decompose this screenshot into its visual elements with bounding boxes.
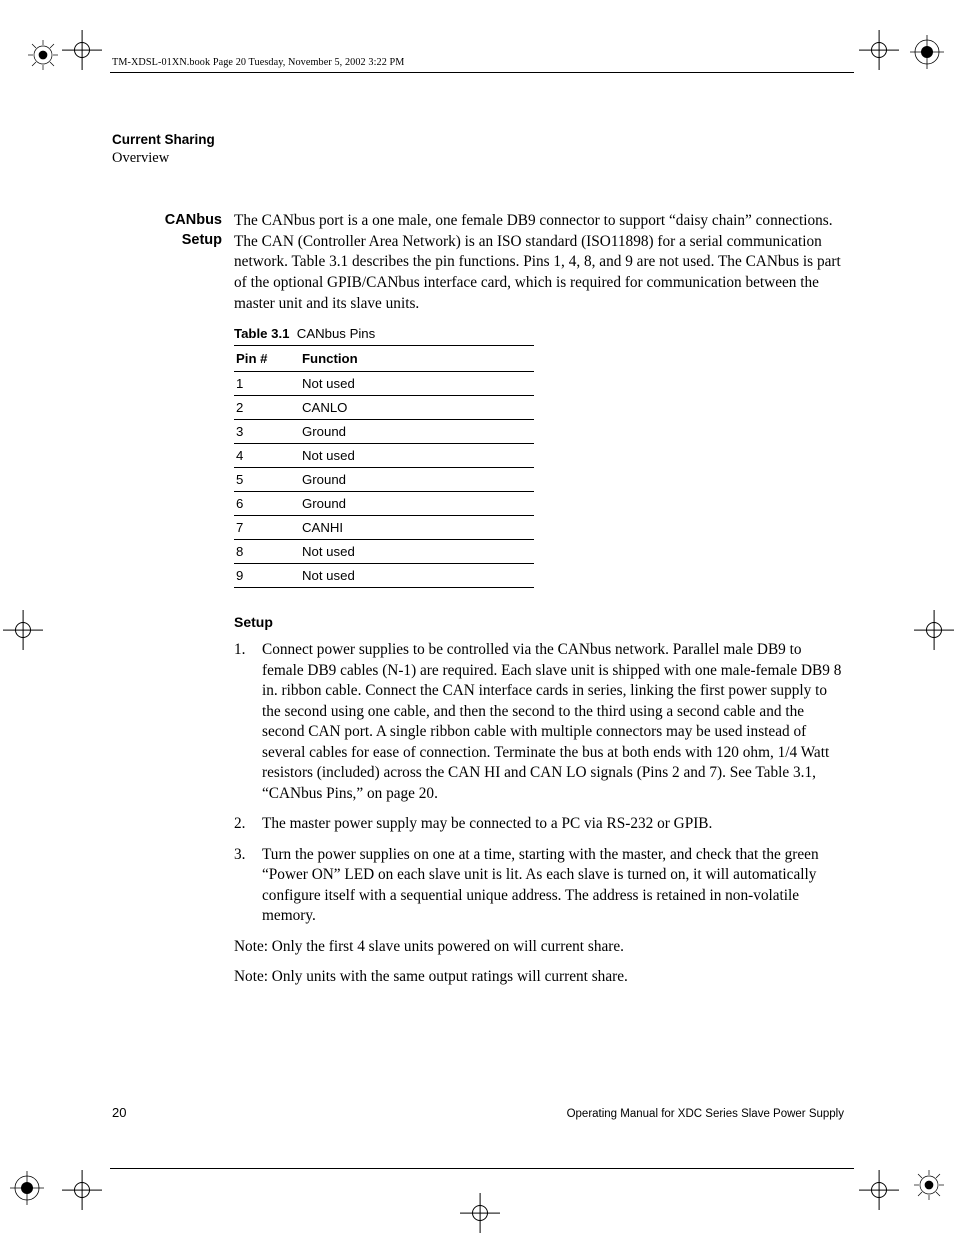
table-cell: 8 bbox=[234, 540, 300, 564]
table-cell: 9 bbox=[234, 564, 300, 588]
table-cell: 1 bbox=[234, 372, 300, 396]
table-cell: 5 bbox=[234, 468, 300, 492]
intro-paragraph: The CANbus port is a one male, one femal… bbox=[234, 211, 844, 314]
table-cell: Not used bbox=[300, 564, 534, 588]
table-cell: CANHI bbox=[300, 516, 534, 540]
list-item: The master power supply may be connected… bbox=[234, 814, 844, 834]
table-cell: Ground bbox=[300, 420, 534, 444]
table-cell: CANLO bbox=[300, 396, 534, 420]
footer-title: Operating Manual for XDC Series Slave Po… bbox=[567, 1108, 844, 1120]
running-head-title: Current Sharing bbox=[112, 132, 844, 147]
table-caption-text: CANbus Pins bbox=[297, 326, 375, 341]
registration-sun-icon bbox=[912, 1168, 946, 1202]
table-cell: 3 bbox=[234, 420, 300, 444]
list-item: Turn the power supplies on one at a time… bbox=[234, 845, 844, 927]
canbus-pins-table: Pin # Function 1Not used 2CANLO 3Ground … bbox=[234, 345, 534, 588]
table-row: 3Ground bbox=[234, 420, 534, 444]
book-metadata-line: TM-XDSL-01XN.book Page 20 Tuesday, Novem… bbox=[112, 57, 404, 68]
table-header-cell: Function bbox=[300, 346, 534, 372]
table-cell: Not used bbox=[300, 444, 534, 468]
registration-mark-icon bbox=[10, 1171, 44, 1205]
crop-cross-icon bbox=[62, 30, 102, 70]
note-paragraph: Note: Only the first 4 slave units power… bbox=[234, 937, 844, 958]
registration-mark-icon bbox=[910, 35, 944, 69]
crop-cross-icon bbox=[62, 1170, 102, 1210]
table-cell: Not used bbox=[300, 372, 534, 396]
crop-cross-icon bbox=[460, 1193, 500, 1233]
section-label-line: CANbus bbox=[165, 212, 222, 228]
setup-steps-list: Connect power supplies to be controlled … bbox=[234, 640, 844, 926]
list-item: Connect power supplies to be controlled … bbox=[234, 640, 844, 804]
table-caption: Table 3.1 CANbus Pins bbox=[234, 326, 844, 341]
section-canbus-setup: CANbus Setup The CANbus port is a one ma… bbox=[112, 211, 844, 988]
table-row: 2CANLO bbox=[234, 396, 534, 420]
table-cell: 2 bbox=[234, 396, 300, 420]
rule-bottom bbox=[110, 1168, 854, 1169]
table-cell: Not used bbox=[300, 540, 534, 564]
page-content: Current Sharing Overview CANbus Setup Th… bbox=[112, 132, 844, 988]
setup-subheading: Setup bbox=[234, 614, 844, 630]
crop-cross-icon bbox=[914, 610, 954, 650]
crop-cross-icon bbox=[859, 1170, 899, 1210]
table-cell: 6 bbox=[234, 492, 300, 516]
section-margin-label: CANbus Setup bbox=[112, 211, 234, 988]
table-row: 4Not used bbox=[234, 444, 534, 468]
crop-cross-icon bbox=[3, 610, 43, 650]
table-cell: Ground bbox=[300, 468, 534, 492]
table-body: 1Not used 2CANLO 3Ground 4Not used 5Grou… bbox=[234, 372, 534, 588]
table-row: 5Ground bbox=[234, 468, 534, 492]
table-cell: 4 bbox=[234, 444, 300, 468]
note-paragraph: Note: Only units with the same output ra… bbox=[234, 967, 844, 988]
table-row: 1Not used bbox=[234, 372, 534, 396]
table-cell: 7 bbox=[234, 516, 300, 540]
table-row: 8Not used bbox=[234, 540, 534, 564]
running-head-subtitle: Overview bbox=[112, 150, 844, 167]
section-label-line: Setup bbox=[182, 232, 222, 248]
table-header-cell: Pin # bbox=[234, 346, 300, 372]
table-row: 9Not used bbox=[234, 564, 534, 588]
table-caption-label: Table 3.1 bbox=[234, 326, 289, 341]
crop-cross-icon bbox=[859, 30, 899, 70]
page-number: 20 bbox=[112, 1105, 126, 1120]
table-row: 6Ground bbox=[234, 492, 534, 516]
registration-sun-icon bbox=[26, 38, 60, 72]
page-footer: 20 Operating Manual for XDC Series Slave… bbox=[112, 1105, 844, 1120]
table-row: 7CANHI bbox=[234, 516, 534, 540]
rule-top bbox=[110, 72, 854, 73]
table-cell: Ground bbox=[300, 492, 534, 516]
section-body: The CANbus port is a one male, one femal… bbox=[234, 211, 844, 988]
